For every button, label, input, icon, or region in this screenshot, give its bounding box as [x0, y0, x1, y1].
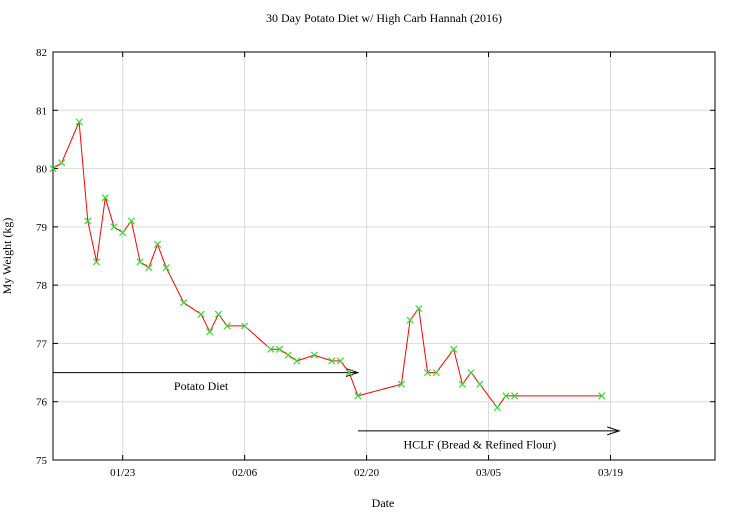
- weight-series: [49, 118, 606, 412]
- data-point: [275, 345, 284, 353]
- data-point: [241, 322, 249, 330]
- data-point: [493, 403, 501, 412]
- data-point: [450, 345, 458, 353]
- axis-ticks: 75 76 77 78 79 80 81 82 01/23 02/06 02/20 03/05 03/1…: [36, 47, 715, 479]
- data-point: [180, 299, 188, 307]
- data-point: [328, 357, 336, 365]
- y-tick-label: 75: [36, 455, 48, 467]
- data-point: [145, 264, 153, 272]
- y-tick-label: 82: [36, 47, 47, 59]
- data-point: [267, 345, 275, 353]
- data-point: [502, 392, 510, 400]
- y-tick-label: 76: [36, 397, 48, 409]
- data-point: [75, 118, 83, 126]
- data-point: [345, 368, 353, 377]
- data-point: [467, 368, 475, 377]
- data-point: [476, 380, 484, 388]
- data-point: [354, 392, 362, 400]
- data-point: [284, 351, 292, 359]
- data-point: [92, 258, 101, 266]
- y-tick-label: 78: [36, 280, 48, 292]
- series-line: [52, 121, 602, 409]
- x-tick-label: 03/19: [598, 467, 624, 479]
- data-point: [127, 217, 136, 225]
- data-point: [223, 322, 231, 330]
- y-tick-label: 77: [36, 338, 48, 350]
- x-tick-label: 01/23: [110, 467, 136, 479]
- x-axis-label: Date: [372, 496, 395, 510]
- annotation-arrow-head: [607, 426, 621, 436]
- data-point: [432, 368, 440, 377]
- data-point: [153, 240, 162, 248]
- data-point: [458, 380, 467, 388]
- chart-title: 30 Day Potato Diet w/ High Carb Hannah (…: [266, 11, 502, 25]
- data-point: [197, 310, 205, 318]
- data-point: [58, 159, 66, 167]
- annotation-label: Potato Diet: [174, 379, 229, 393]
- data-point: [336, 357, 345, 365]
- x-tick-label: 03/05: [476, 467, 502, 479]
- data-point: [110, 223, 118, 231]
- y-tick-label: 79: [36, 222, 48, 234]
- data-point: [119, 229, 127, 237]
- data-point: [214, 310, 223, 318]
- annotations: Potato Diet HCLF (Bread & Refined Flour): [53, 368, 621, 451]
- data-point: [49, 164, 57, 173]
- data-point: [310, 351, 318, 359]
- data-point: [423, 368, 432, 377]
- data-point: [406, 316, 414, 324]
- data-point: [206, 328, 214, 336]
- y-tick-label: 81: [36, 105, 47, 117]
- x-tick-label: 02/06: [232, 467, 258, 479]
- data-point: [136, 258, 144, 266]
- plot-frame: [52, 51, 716, 461]
- data-point: [511, 392, 519, 400]
- data-point: [397, 380, 406, 388]
- x-tick-label: 02/20: [354, 467, 380, 479]
- data-point: [598, 392, 606, 400]
- data-point: [162, 264, 170, 272]
- data-point: [415, 304, 423, 313]
- grid: [53, 52, 715, 460]
- annotation-label: HCLF (Bread & Refined Flour): [403, 437, 556, 451]
- y-tick-label: 80: [36, 164, 48, 176]
- y-axis-label: My Weight (kg): [0, 218, 14, 295]
- data-point: [293, 357, 301, 365]
- data-point: [84, 217, 92, 225]
- data-point: [101, 194, 109, 202]
